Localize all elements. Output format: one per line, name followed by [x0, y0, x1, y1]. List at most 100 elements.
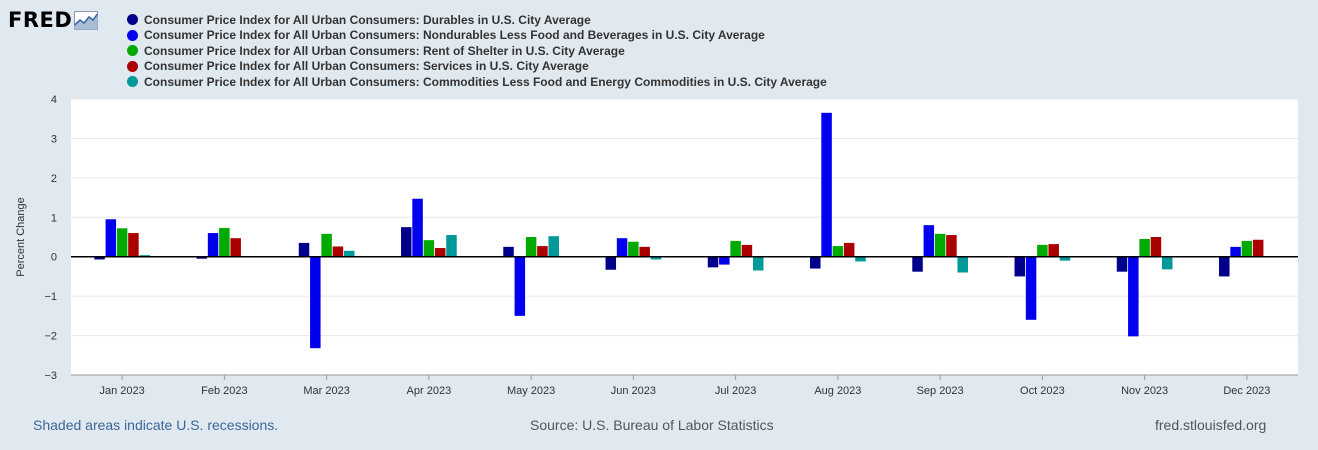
legend-marker-icon: [127, 45, 138, 57]
x-tick-label: Jun 2023: [611, 385, 656, 397]
bar: [1037, 244, 1048, 257]
x-tick-label: Aug 2023: [814, 385, 861, 397]
y-tick-label: −3: [44, 370, 57, 382]
bar: [639, 246, 650, 257]
bar: [855, 256, 866, 262]
bar: [321, 233, 332, 257]
bar: [650, 256, 662, 260]
bar: [1161, 256, 1173, 270]
bar: [1241, 240, 1253, 257]
bar: [719, 256, 730, 265]
bar: [310, 256, 321, 349]
bar: [412, 198, 423, 257]
bar: [343, 250, 355, 257]
bar-chart: 4 3 2 1 0 −1 −2 −3 Percent Change Jan 2023 Feb 202…: [15, 94, 1298, 397]
legend-item[interactable]: Consumer Price Index for All Urban Consu…: [127, 59, 827, 75]
bar: [196, 256, 208, 259]
bar: [707, 256, 719, 268]
source-text: Source: U.S. Bureau of Labor Statistics: [530, 417, 774, 433]
x-tick-label: Feb 2023: [201, 385, 247, 397]
logo-text: FRED: [8, 8, 73, 32]
bar: [94, 256, 105, 260]
bar: [1139, 238, 1150, 257]
legend-label: Consumer Price Index for All Urban Consu…: [144, 74, 827, 89]
y-tick-label: 0: [51, 252, 57, 264]
bar: [946, 235, 957, 257]
bar: [1025, 256, 1037, 320]
bar: [525, 237, 537, 257]
legend-label: Consumer Price Index for All Urban Consu…: [144, 59, 589, 74]
bar: [957, 256, 968, 273]
legend-item[interactable]: Consumer Price Index for All Urban Consu…: [127, 74, 827, 90]
x-tick-label: Apr 2023: [407, 385, 452, 397]
legend-label: Consumer Price Index for All Urban Consu…: [144, 12, 591, 27]
bar: [503, 246, 514, 257]
bar: [1128, 256, 1139, 337]
x-tick-label: Sep 2023: [917, 385, 964, 397]
x-tick-label: May 2023: [507, 385, 555, 397]
plot-area: [71, 99, 1298, 375]
bar: [401, 227, 412, 257]
x-tick-label: Dec 2023: [1223, 385, 1270, 397]
bar: [548, 236, 559, 257]
recessions-note: Shaded areas indicate U.S. recessions.: [33, 417, 279, 433]
bar: [423, 240, 435, 257]
bar: [1059, 256, 1071, 261]
y-axis-label: Percent Change: [15, 197, 27, 277]
bar: [128, 233, 139, 257]
legend-marker-icon: [127, 60, 138, 72]
y-tick-label: −2: [44, 331, 57, 343]
bar: [116, 228, 128, 257]
bar: [741, 244, 753, 257]
bar: [1048, 244, 1059, 257]
y-tick-label: −1: [44, 291, 57, 303]
bar: [843, 242, 855, 257]
bar: [537, 246, 548, 257]
bar: [1014, 256, 1026, 277]
bar: [139, 255, 150, 257]
chart-legend: Consumer Price Index for All Urban Consu…: [127, 12, 827, 90]
line-graph-icon: [74, 10, 99, 30]
bar: [219, 227, 230, 257]
y-tick-label: 2: [51, 173, 57, 185]
bar: [1116, 256, 1128, 272]
bar: [912, 256, 923, 272]
bar: [934, 233, 946, 257]
bar: [810, 256, 821, 269]
bar: [434, 248, 446, 257]
legend-marker-icon: [127, 14, 138, 26]
bar: [105, 219, 117, 257]
x-tick-label: Jul 2023: [715, 385, 757, 397]
y-tick-label: 3: [51, 133, 57, 145]
bar: [752, 256, 764, 271]
bar: [832, 246, 844, 257]
bar: [207, 233, 219, 257]
bar: [730, 240, 741, 257]
bar: [514, 256, 526, 316]
bar: [1150, 237, 1162, 257]
x-tick-label: Oct 2023: [1020, 385, 1065, 397]
legend-marker-icon: [127, 29, 138, 41]
bar: [446, 235, 457, 257]
legend-marker-icon: [127, 76, 138, 88]
bar: [923, 225, 935, 257]
x-tick-label: Nov 2023: [1121, 385, 1168, 397]
legend-item[interactable]: Consumer Price Index for All Urban Consu…: [127, 28, 827, 44]
legend-item[interactable]: Consumer Price Index for All Urban Consu…: [127, 43, 827, 59]
site-link[interactable]: fred.stlouisfed.org: [1155, 417, 1267, 433]
bar: [616, 238, 628, 257]
x-tick-label: Jan 2023: [99, 385, 144, 397]
legend-label: Consumer Price Index for All Urban Consu…: [144, 28, 765, 43]
bar: [821, 112, 832, 257]
legend-label: Consumer Price Index for All Urban Consu…: [144, 43, 625, 58]
bar: [1230, 246, 1241, 257]
fred-logo[interactable]: FRED: [8, 8, 99, 32]
bar: [298, 242, 310, 257]
bar: [230, 238, 241, 257]
bar: [628, 241, 639, 257]
x-tick-label: Mar 2023: [303, 385, 349, 397]
bar: [1252, 239, 1264, 257]
y-tick-label: 4: [51, 94, 57, 106]
legend-item[interactable]: Consumer Price Index for All Urban Consu…: [127, 12, 827, 28]
y-tick-label: 1: [51, 212, 57, 224]
